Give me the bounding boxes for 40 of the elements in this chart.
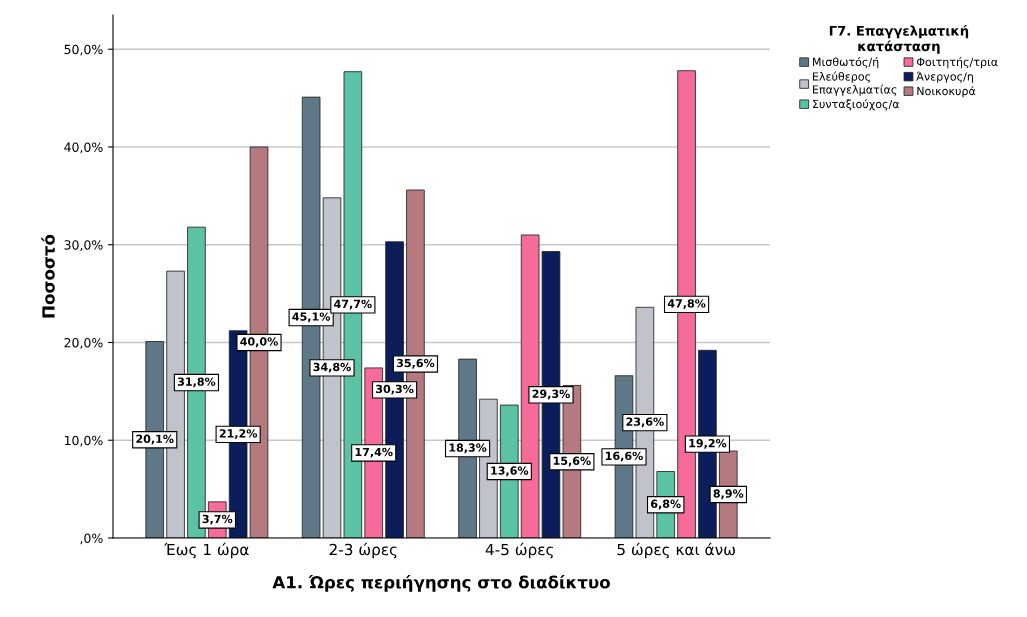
x-axis-title: Α1. Ώρες περιήγησης στο διαδίκτυο: [272, 574, 610, 592]
x-tick-label: Έως 1 ώρα: [164, 542, 249, 559]
data-label: 47,7%: [334, 299, 372, 310]
legend-label: Φοιτητής/τρια: [916, 57, 998, 69]
data-label: 15,6%: [553, 456, 591, 467]
data-label: 8,9%: [713, 489, 744, 500]
y-tick-label: 10,0%: [64, 435, 103, 447]
data-label: 6,8%: [651, 499, 681, 510]
x-tick-label: 2-3 ώρες: [329, 542, 397, 559]
data-label: 45,1%: [292, 312, 331, 323]
data-label: 19,2%: [689, 438, 727, 449]
data-label: 3,7%: [202, 514, 233, 525]
y-tick-label: 40,0%: [64, 142, 103, 154]
data-label: 29,3%: [532, 389, 570, 400]
data-label: 34,8%: [313, 362, 351, 373]
x-tick-label: 5 ώρες και άνω: [617, 542, 735, 559]
y-axis-title: Ποσοστό: [41, 234, 55, 318]
y-tick-label: 30,0%: [64, 240, 103, 251]
data-label: 31,8%: [177, 377, 216, 388]
y-tick-label: 20,0%: [64, 337, 103, 349]
legend-label: Νοικοκυρά: [917, 86, 976, 98]
legend-label: Άνεργος/η: [916, 71, 973, 83]
data-label: 23,6%: [626, 417, 664, 428]
data-label: 47,8%: [667, 299, 706, 309]
legend-label: Ελεύθερος Επαγγελματίας: [813, 71, 897, 96]
data-label: 20,1%: [136, 434, 174, 445]
data-label: 17,4%: [355, 447, 393, 458]
y-tick-label: ,0%: [80, 533, 103, 545]
data-label: 30,3%: [376, 384, 414, 395]
data-label: 18,3%: [449, 443, 487, 454]
y-tick-label: 50,0%: [64, 44, 103, 56]
legend-label: Μισθωτός/ή: [813, 57, 879, 69]
legend-title: Γ7. Επαγγελματική κατάσταση: [829, 25, 969, 54]
data-label: 13,6%: [491, 466, 529, 477]
data-label: 35,6%: [396, 358, 435, 369]
data-label: 21,2%: [219, 429, 258, 440]
x-tick-label: 4-5 ώρες: [485, 542, 553, 559]
data-label: 16,6%: [605, 451, 643, 462]
legend-label: Συνταξιούχος/α: [813, 99, 900, 111]
data-label: 40,0%: [240, 337, 278, 348]
